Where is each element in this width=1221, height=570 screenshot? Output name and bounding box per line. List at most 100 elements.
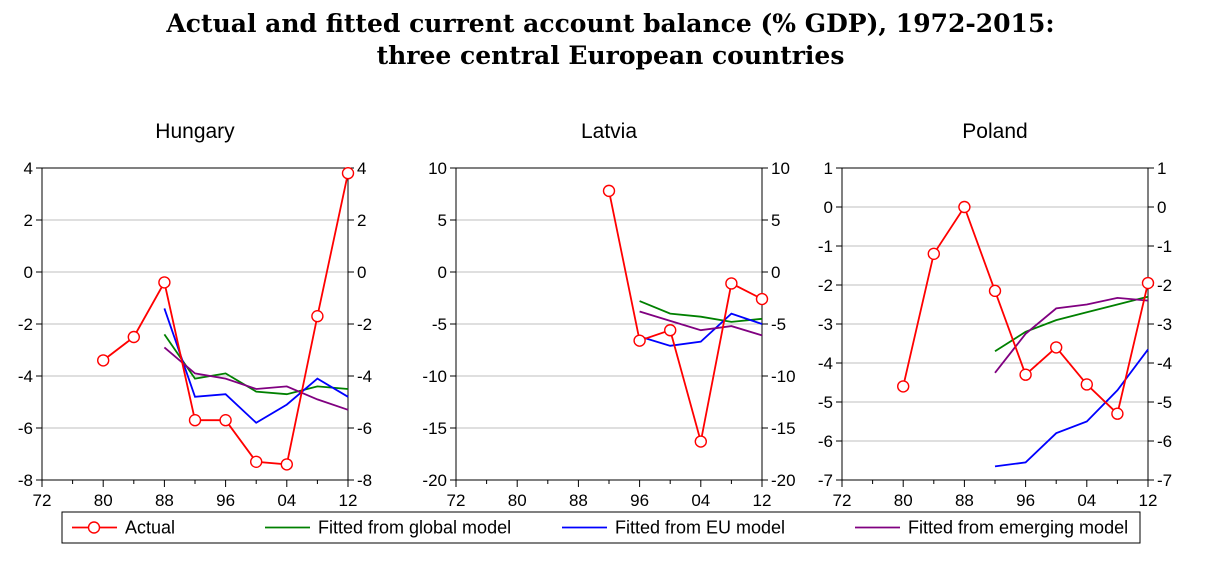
x-tick-label: 12 <box>753 491 772 510</box>
chart-title: Poland <box>962 120 1027 143</box>
data-point-actual <box>1019 368 1032 381</box>
x-tick-label: 12 <box>339 491 358 510</box>
y-tick-label-right: 0 <box>1157 198 1166 217</box>
series-line-actual <box>902 205 1149 416</box>
y-tick-label-right: 10 <box>771 159 790 178</box>
y-tick-label-left: -5 <box>818 393 833 412</box>
y-tick-label-left: -2 <box>18 315 33 334</box>
y-tick-label-left: -4 <box>818 354 833 373</box>
data-point-actual <box>1049 341 1063 354</box>
x-tick-label: 96 <box>1016 491 1035 510</box>
legend-label-fitted-from-global-model: Fitted from global model <box>318 518 511 538</box>
y-tick-label-left: -10 <box>422 367 447 386</box>
series-line-fitted-from-global-model <box>163 333 349 396</box>
figure-title: Actual and fitted current account balanc… <box>0 8 1221 72</box>
data-point-actual <box>664 324 677 337</box>
chart-poland: Poland -7 -7 -6 -6 -5 -5 -4 -4 -3 -3 -2 -2 -1 -1 0 0 1 1 72… <box>818 120 1172 510</box>
y-tick-label-right: -4 <box>357 367 372 386</box>
data-point-actual <box>280 458 293 471</box>
y-tick-label-left: -15 <box>422 419 447 438</box>
y-tick-label-left: -6 <box>818 432 833 451</box>
data-point-actual <box>341 166 355 180</box>
y-tick-label-left: -5 <box>432 315 447 334</box>
chart-latvia: Latvia -20 -20 -15 -15 -10 -10 -5 -5 0 0 5 5 10 10 72 80… <box>422 120 795 510</box>
y-tick-label-right: -2 <box>357 315 372 334</box>
y-tick-label-right: -1 <box>1157 237 1172 256</box>
y-tick-label-right: 0 <box>357 263 366 282</box>
data-point-actual <box>725 277 738 290</box>
x-tick-label: 04 <box>1077 491 1096 510</box>
data-point-actual <box>96 354 110 367</box>
y-tick-label-right: -4 <box>1157 354 1172 373</box>
chart-hungary: Hungary -8 -8 -6 -6 -4 -4 -2 -2 0 0 2 2 4 4 72 80 88 96 04 1… <box>18 120 372 510</box>
chart-title: Hungary <box>155 120 235 143</box>
data-point-actual <box>958 200 971 214</box>
y-tick-label-left: 0 <box>24 263 33 282</box>
y-tick-label-right: 0 <box>771 263 780 282</box>
y-tick-label-left: -1 <box>818 237 833 256</box>
y-tick-label-left: -2 <box>818 276 833 295</box>
y-tick-label-left: 10 <box>428 159 447 178</box>
y-tick-label-right: -10 <box>771 367 796 386</box>
data-point-actual <box>988 284 1002 298</box>
legend-marker-actual <box>87 521 101 534</box>
y-tick-label-left: 0 <box>438 263 447 282</box>
legend-label-fitted-from-emerging-model: Fitted from emerging model <box>908 518 1128 538</box>
series-line-fitted-from-eu-model <box>994 348 1149 468</box>
x-tick-label: 72 <box>447 491 466 510</box>
data-point-actual <box>1080 378 1094 391</box>
data-point-actual <box>188 414 202 427</box>
series-line-fitted-from-eu-model <box>163 308 349 424</box>
data-point-actual <box>633 334 646 347</box>
y-tick-label-right: -6 <box>357 419 372 438</box>
y-tick-label-right: -5 <box>771 315 786 334</box>
y-tick-label-left: -6 <box>18 419 33 438</box>
y-tick-label-right: -2 <box>1157 276 1172 295</box>
y-tick-label-right: -20 <box>771 471 796 490</box>
data-point-actual <box>250 455 263 468</box>
figure-title-line2: three central European countries <box>376 41 845 70</box>
y-tick-label-right: 1 <box>1157 159 1166 178</box>
x-tick-label: 12 <box>1139 491 1158 510</box>
figure-title-line1: Actual and fitted current account balanc… <box>166 9 1055 38</box>
data-point-actual <box>1111 407 1124 420</box>
x-tick-label: 88 <box>155 491 174 510</box>
y-tick-label-left: -3 <box>818 315 833 334</box>
data-point-actual <box>897 380 910 393</box>
data-point-actual <box>927 247 940 261</box>
x-tick-label: 04 <box>277 491 296 510</box>
data-point-actual <box>602 184 616 198</box>
x-tick-label: 96 <box>216 491 235 510</box>
y-tick-label-left: 0 <box>824 198 833 217</box>
series-line-fitted-from-global-model <box>639 300 763 323</box>
x-tick-label: 80 <box>94 491 113 510</box>
series-line-fitted-from-emerging-model <box>639 310 763 337</box>
y-tick-label-right: -8 <box>357 471 372 490</box>
x-tick-label: 88 <box>955 491 974 510</box>
y-tick-label-left: 2 <box>24 211 33 230</box>
data-point-actual <box>755 292 769 306</box>
legend-label-fitted-from-eu-model: Fitted from EU model <box>615 518 785 538</box>
x-tick-label: 80 <box>894 491 913 510</box>
data-point-actual <box>219 414 232 427</box>
data-point-actual <box>311 310 324 323</box>
x-tick-label: 88 <box>569 491 588 510</box>
data-point-actual <box>158 276 171 289</box>
y-tick-label-right: -7 <box>1157 471 1172 490</box>
x-tick-label: 80 <box>508 491 527 510</box>
chart-title: Latvia <box>581 120 637 143</box>
y-tick-label-left: -8 <box>18 471 33 490</box>
y-tick-label-left: 5 <box>438 211 447 230</box>
y-tick-label-left: 4 <box>24 159 33 178</box>
series-line-fitted-from-global-model <box>994 295 1149 353</box>
y-tick-label-right: 2 <box>357 211 366 230</box>
y-tick-label-right: -3 <box>1157 315 1172 334</box>
legend-label-actual: Actual <box>125 518 175 538</box>
x-tick-label: 72 <box>33 491 52 510</box>
y-tick-label-right: 4 <box>357 159 366 178</box>
series-line-fitted-from-emerging-model <box>994 296 1149 374</box>
series-line-fitted-from-eu-model <box>639 312 763 347</box>
data-point-actual <box>1141 276 1155 290</box>
y-tick-label-left: -20 <box>422 471 447 490</box>
